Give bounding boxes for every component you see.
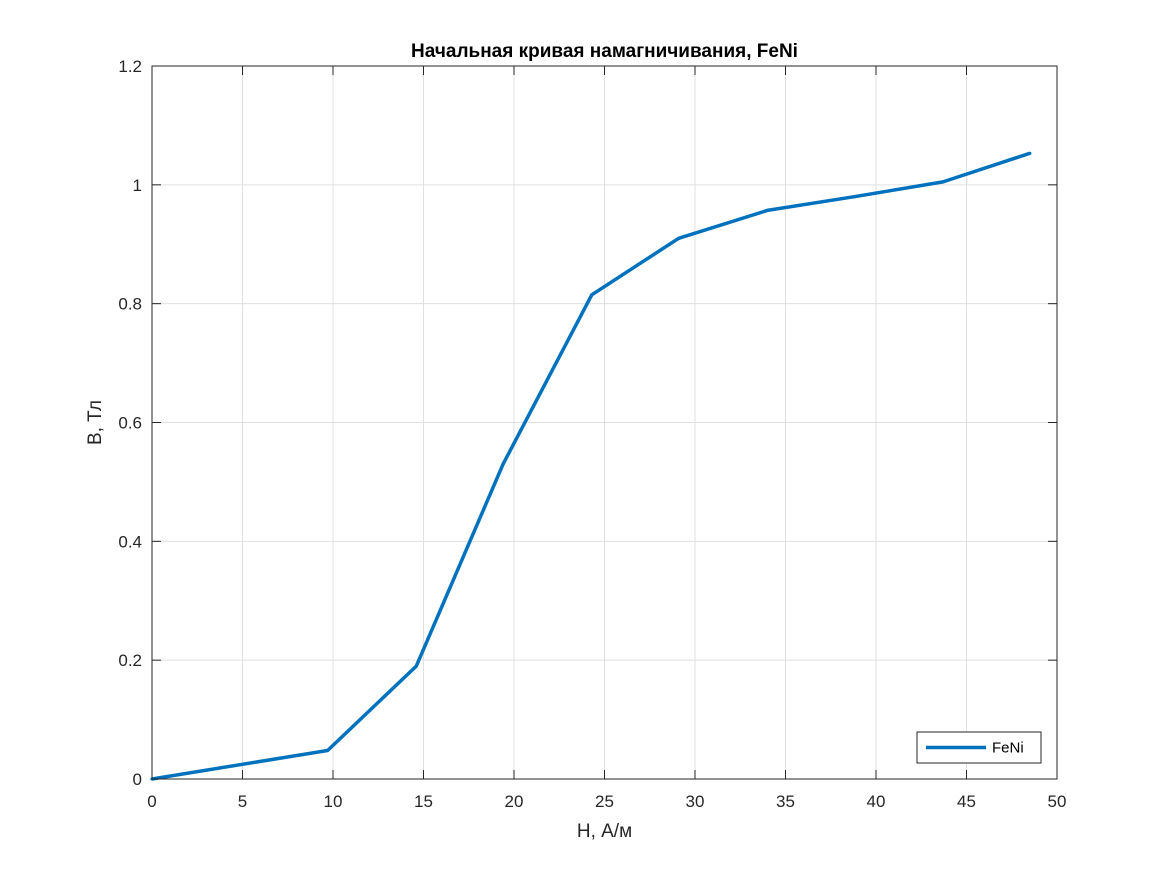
series-layer <box>150 151 1032 781</box>
y-tick-label: 1.2 <box>118 57 142 76</box>
data-point <box>414 664 418 668</box>
data-point <box>1028 151 1032 155</box>
x-tick-label: 50 <box>1048 792 1067 811</box>
x-tick-label: 30 <box>686 792 705 811</box>
x-tick-label: 5 <box>238 792 247 811</box>
y-tick-label: 0 <box>133 770 142 789</box>
data-point <box>941 180 945 184</box>
x-tick-label: 10 <box>324 792 343 811</box>
x-tick-label: 35 <box>776 792 795 811</box>
chart-title: Начальная кривая намагничивания, FeNi <box>411 41 798 62</box>
data-point <box>677 236 681 240</box>
x-tick-label: 40 <box>867 792 886 811</box>
y-tick-label: 0.4 <box>118 532 142 551</box>
ticks <box>151 65 1058 780</box>
legend: FeNi <box>916 731 1042 764</box>
legend-label-feni: FeNi <box>992 740 1024 757</box>
data-point <box>765 208 770 212</box>
x-axis-label: H, А/м <box>577 821 632 842</box>
x-tick-label: 20 <box>505 792 524 811</box>
y-tick-label: 0.2 <box>118 651 142 670</box>
x-tick-label: 15 <box>414 792 433 811</box>
y-tick-label: 0.6 <box>118 414 142 433</box>
x-tick-label: 0 <box>147 792 156 811</box>
series-line-feni <box>151 151 1031 781</box>
data-point <box>590 293 594 297</box>
x-tick-label: 25 <box>595 792 614 811</box>
y-axis-label: B, Тл <box>85 400 106 445</box>
data-point <box>501 462 505 466</box>
y-tick-label: 0.8 <box>118 295 142 314</box>
y-tick-label: 1 <box>133 176 142 195</box>
x-tick-label: 45 <box>957 792 976 811</box>
tick-labels: 0 5 10 15 20 25 30 35 40 45 50 0 0.2 0.4 0.6 0.8 1 1.2 <box>118 57 1066 811</box>
data-point <box>852 195 856 199</box>
data-point <box>325 748 330 753</box>
